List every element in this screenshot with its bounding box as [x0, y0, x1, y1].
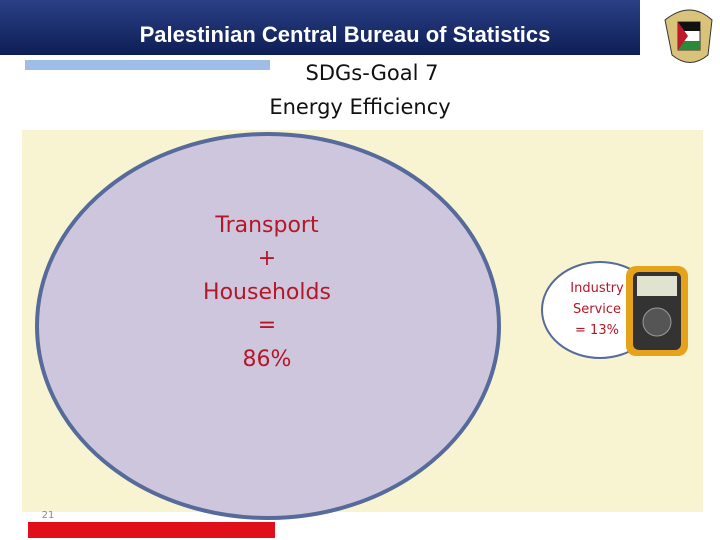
slide-subtitle: Energy Efficiency — [269, 95, 450, 119]
slide-title: SDGs-Goal 7 — [306, 61, 439, 85]
bubble-line: 86% — [243, 347, 292, 372]
bubble-line: Households — [203, 280, 331, 305]
emblem — [664, 9, 713, 63]
multimeter-icon — [626, 266, 688, 356]
accent-bar — [25, 60, 270, 70]
side-line: Industry — [570, 281, 624, 296]
main-bubble — [35, 132, 501, 520]
page-number: 21 — [42, 510, 55, 521]
footer-bar — [28, 522, 275, 538]
header-bar — [0, 0, 640, 55]
header-title: Palestinian Central Bureau of Statistics — [140, 22, 551, 47]
bubble-line: Transport — [214, 213, 319, 238]
bubble-line: = — [258, 313, 276, 338]
side-line: = 13% — [575, 323, 619, 338]
bubble-line: + — [258, 246, 276, 271]
side-line: Service — [573, 302, 621, 317]
